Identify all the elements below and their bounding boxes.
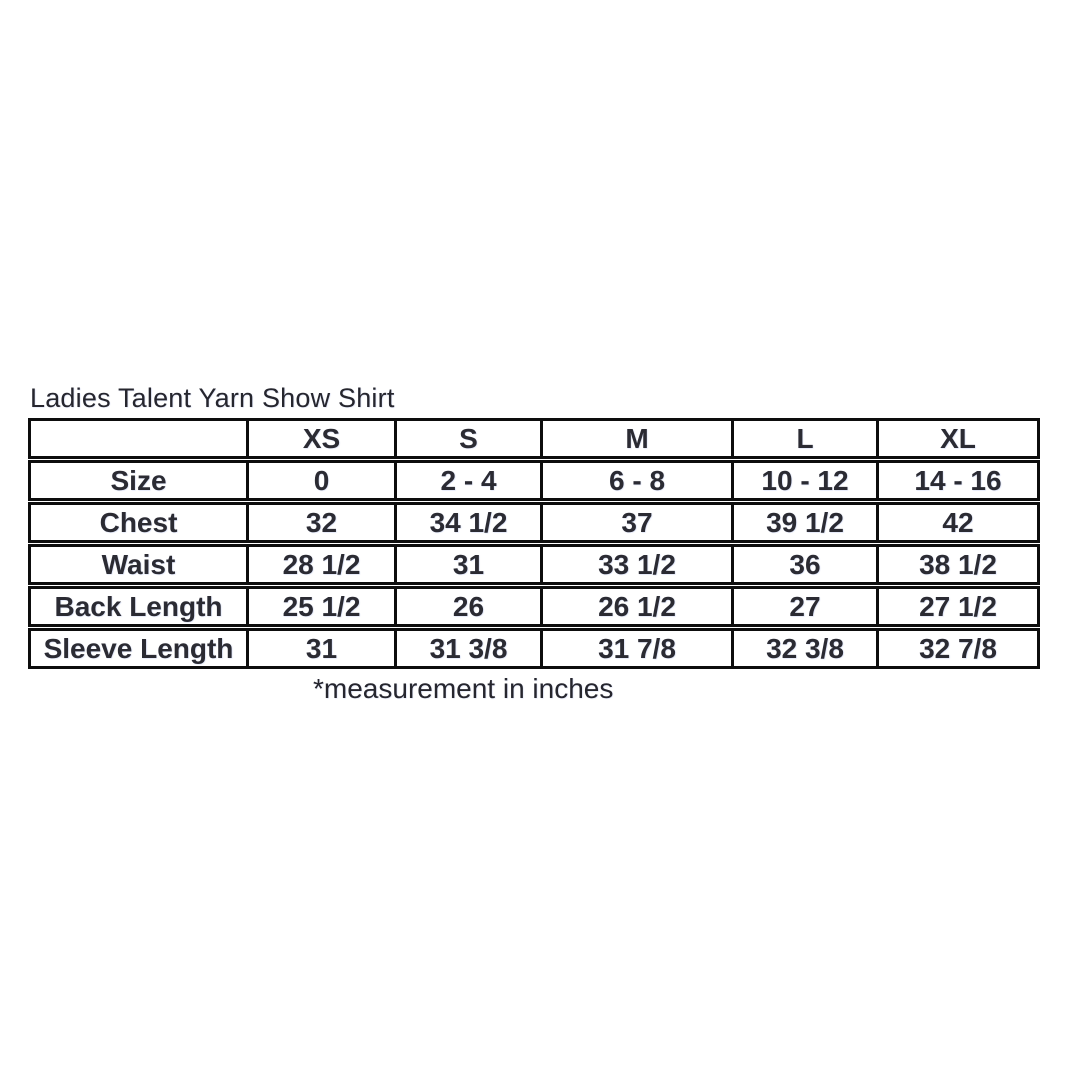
- cell-waist-l: 36: [734, 547, 879, 582]
- cell-size-s: 2 - 4: [397, 463, 543, 498]
- row-label: Sleeve Length: [31, 631, 249, 666]
- size-chart-table: XS S M L XL Size 0 2 - 4 6 - 8 10 - 12 1…: [28, 418, 1040, 670]
- cell-size-m: 6 - 8: [543, 463, 734, 498]
- corner-cell: [31, 421, 249, 456]
- measurement-footnote: *measurement in inches: [313, 673, 614, 704]
- cell-chest-xs: 32: [249, 505, 397, 540]
- row-label: Size: [31, 463, 249, 498]
- cell-waist-xs: 28 1/2: [249, 547, 397, 582]
- table-row-sleeve-length: Sleeve Length 31 31 3/8 31 7/8 32 3/8 32…: [28, 628, 1040, 669]
- table-row-back-length: Back Length 25 1/2 26 26 1/2 27 27 1/2: [28, 586, 1040, 627]
- cell-waist-s: 31: [397, 547, 543, 582]
- table-row-chest: Chest 32 34 1/2 37 39 1/2 42: [28, 502, 1040, 543]
- cell-back-length-xl: 27 1/2: [919, 590, 997, 622]
- cell-waist-xl: 38 1/2: [919, 548, 997, 580]
- table-header-row: XS S M L XL: [28, 418, 1040, 459]
- table-row-waist: Waist 28 1/2 31 33 1/2 36 38 1/2: [28, 544, 1040, 585]
- cell-sleeve-length-s: 31 3/8: [397, 631, 543, 666]
- cell-chest-xl: 42: [942, 506, 974, 538]
- cell-chest-l: 39 1/2: [734, 505, 879, 540]
- cell-back-length-s: 26: [397, 589, 543, 624]
- row-label: Back Length: [31, 589, 249, 624]
- cell-sleeve-length-xl: 32 7/8: [919, 632, 997, 664]
- cell-size-xl: 14 - 16: [914, 464, 1002, 496]
- cell-size-l: 10 - 12: [734, 463, 879, 498]
- table-row-size: Size 0 2 - 4 6 - 8 10 - 12 14 - 16: [28, 460, 1040, 501]
- cell-sleeve-length-m: 31 7/8: [543, 631, 734, 666]
- cell-back-length-m: 26 1/2: [543, 589, 734, 624]
- cell-chest-s: 34 1/2: [397, 505, 543, 540]
- cell-back-length-xs: 25 1/2: [249, 589, 397, 624]
- page-title: Ladies Talent Yarn Show Shirt: [30, 383, 395, 413]
- cell-sleeve-length-l: 32 3/8: [734, 631, 879, 666]
- column-header-l: L: [734, 421, 879, 456]
- cell-size-xs: 0: [249, 463, 397, 498]
- cell-chest-m: 37: [543, 505, 734, 540]
- column-header-xs: XS: [249, 421, 397, 456]
- row-label: Waist: [31, 547, 249, 582]
- cell-back-length-l: 27: [734, 589, 879, 624]
- cell-sleeve-length-xs: 31: [249, 631, 397, 666]
- column-header-xl: XL: [940, 422, 976, 454]
- column-header-s: S: [397, 421, 543, 456]
- column-header-m: M: [543, 421, 734, 456]
- cell-waist-m: 33 1/2: [543, 547, 734, 582]
- row-label: Chest: [31, 505, 249, 540]
